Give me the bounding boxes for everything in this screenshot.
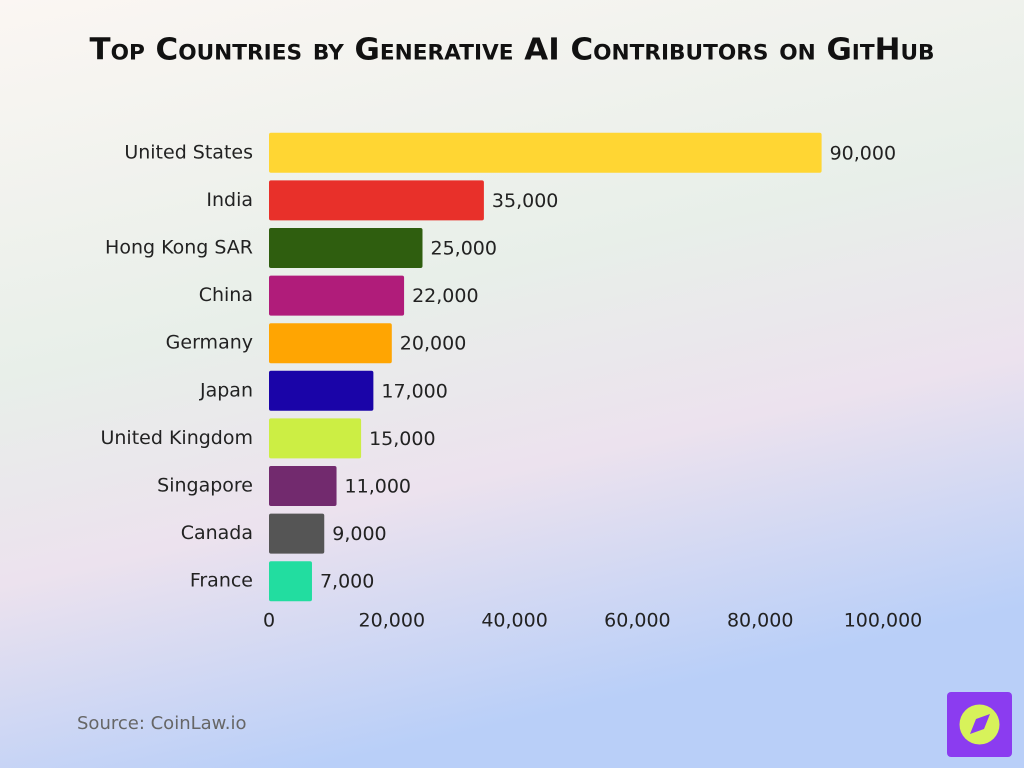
value-label: 11,000: [345, 476, 411, 498]
y-tick-label: China: [199, 284, 253, 306]
bar: [269, 418, 362, 459]
bar: [269, 513, 325, 554]
bar: [269, 466, 337, 506]
bar: [269, 180, 484, 221]
x-tick-label: 100,000: [844, 610, 923, 632]
y-tick-label: France: [190, 570, 253, 592]
value-label: 25,000: [431, 238, 497, 260]
value-label: 7,000: [320, 571, 374, 593]
value-label: 22,000: [412, 285, 478, 307]
value-label: 35,000: [492, 190, 558, 212]
value-label: 90,000: [830, 142, 896, 164]
y-tick-label: Singapore: [157, 475, 253, 497]
y-tick-label: United States: [124, 141, 253, 163]
bar: [269, 275, 405, 316]
logo: [947, 692, 1012, 757]
x-tick-label: 60,000: [604, 610, 670, 632]
y-tick-label: Japan: [199, 379, 253, 401]
y-tick-label: Canada: [181, 522, 253, 544]
y-tick-label: India: [206, 189, 253, 211]
source: Source: CoinLaw.io: [77, 713, 246, 734]
y-tick-label: Germany: [166, 332, 253, 354]
chart-title: Top Countries by Generative AI Contribut…: [90, 33, 935, 68]
bar: [269, 370, 374, 411]
x-tick-label: 20,000: [359, 610, 425, 632]
value-label: 17,000: [381, 380, 447, 402]
x-tick-label: 40,000: [481, 610, 547, 632]
x-tick-label: 80,000: [727, 610, 793, 632]
value-label: 15,000: [369, 428, 435, 450]
y-tick-label: United Kingdom: [100, 427, 253, 449]
value-label: 9,000: [332, 523, 386, 545]
bar: [269, 228, 423, 268]
y-tick-label: Hong Kong SAR: [105, 237, 253, 259]
x-tick-label: 0: [263, 610, 275, 632]
value-label: 20,000: [400, 333, 466, 355]
bar: [269, 132, 822, 173]
bar: [269, 561, 312, 602]
bar: [269, 323, 392, 364]
